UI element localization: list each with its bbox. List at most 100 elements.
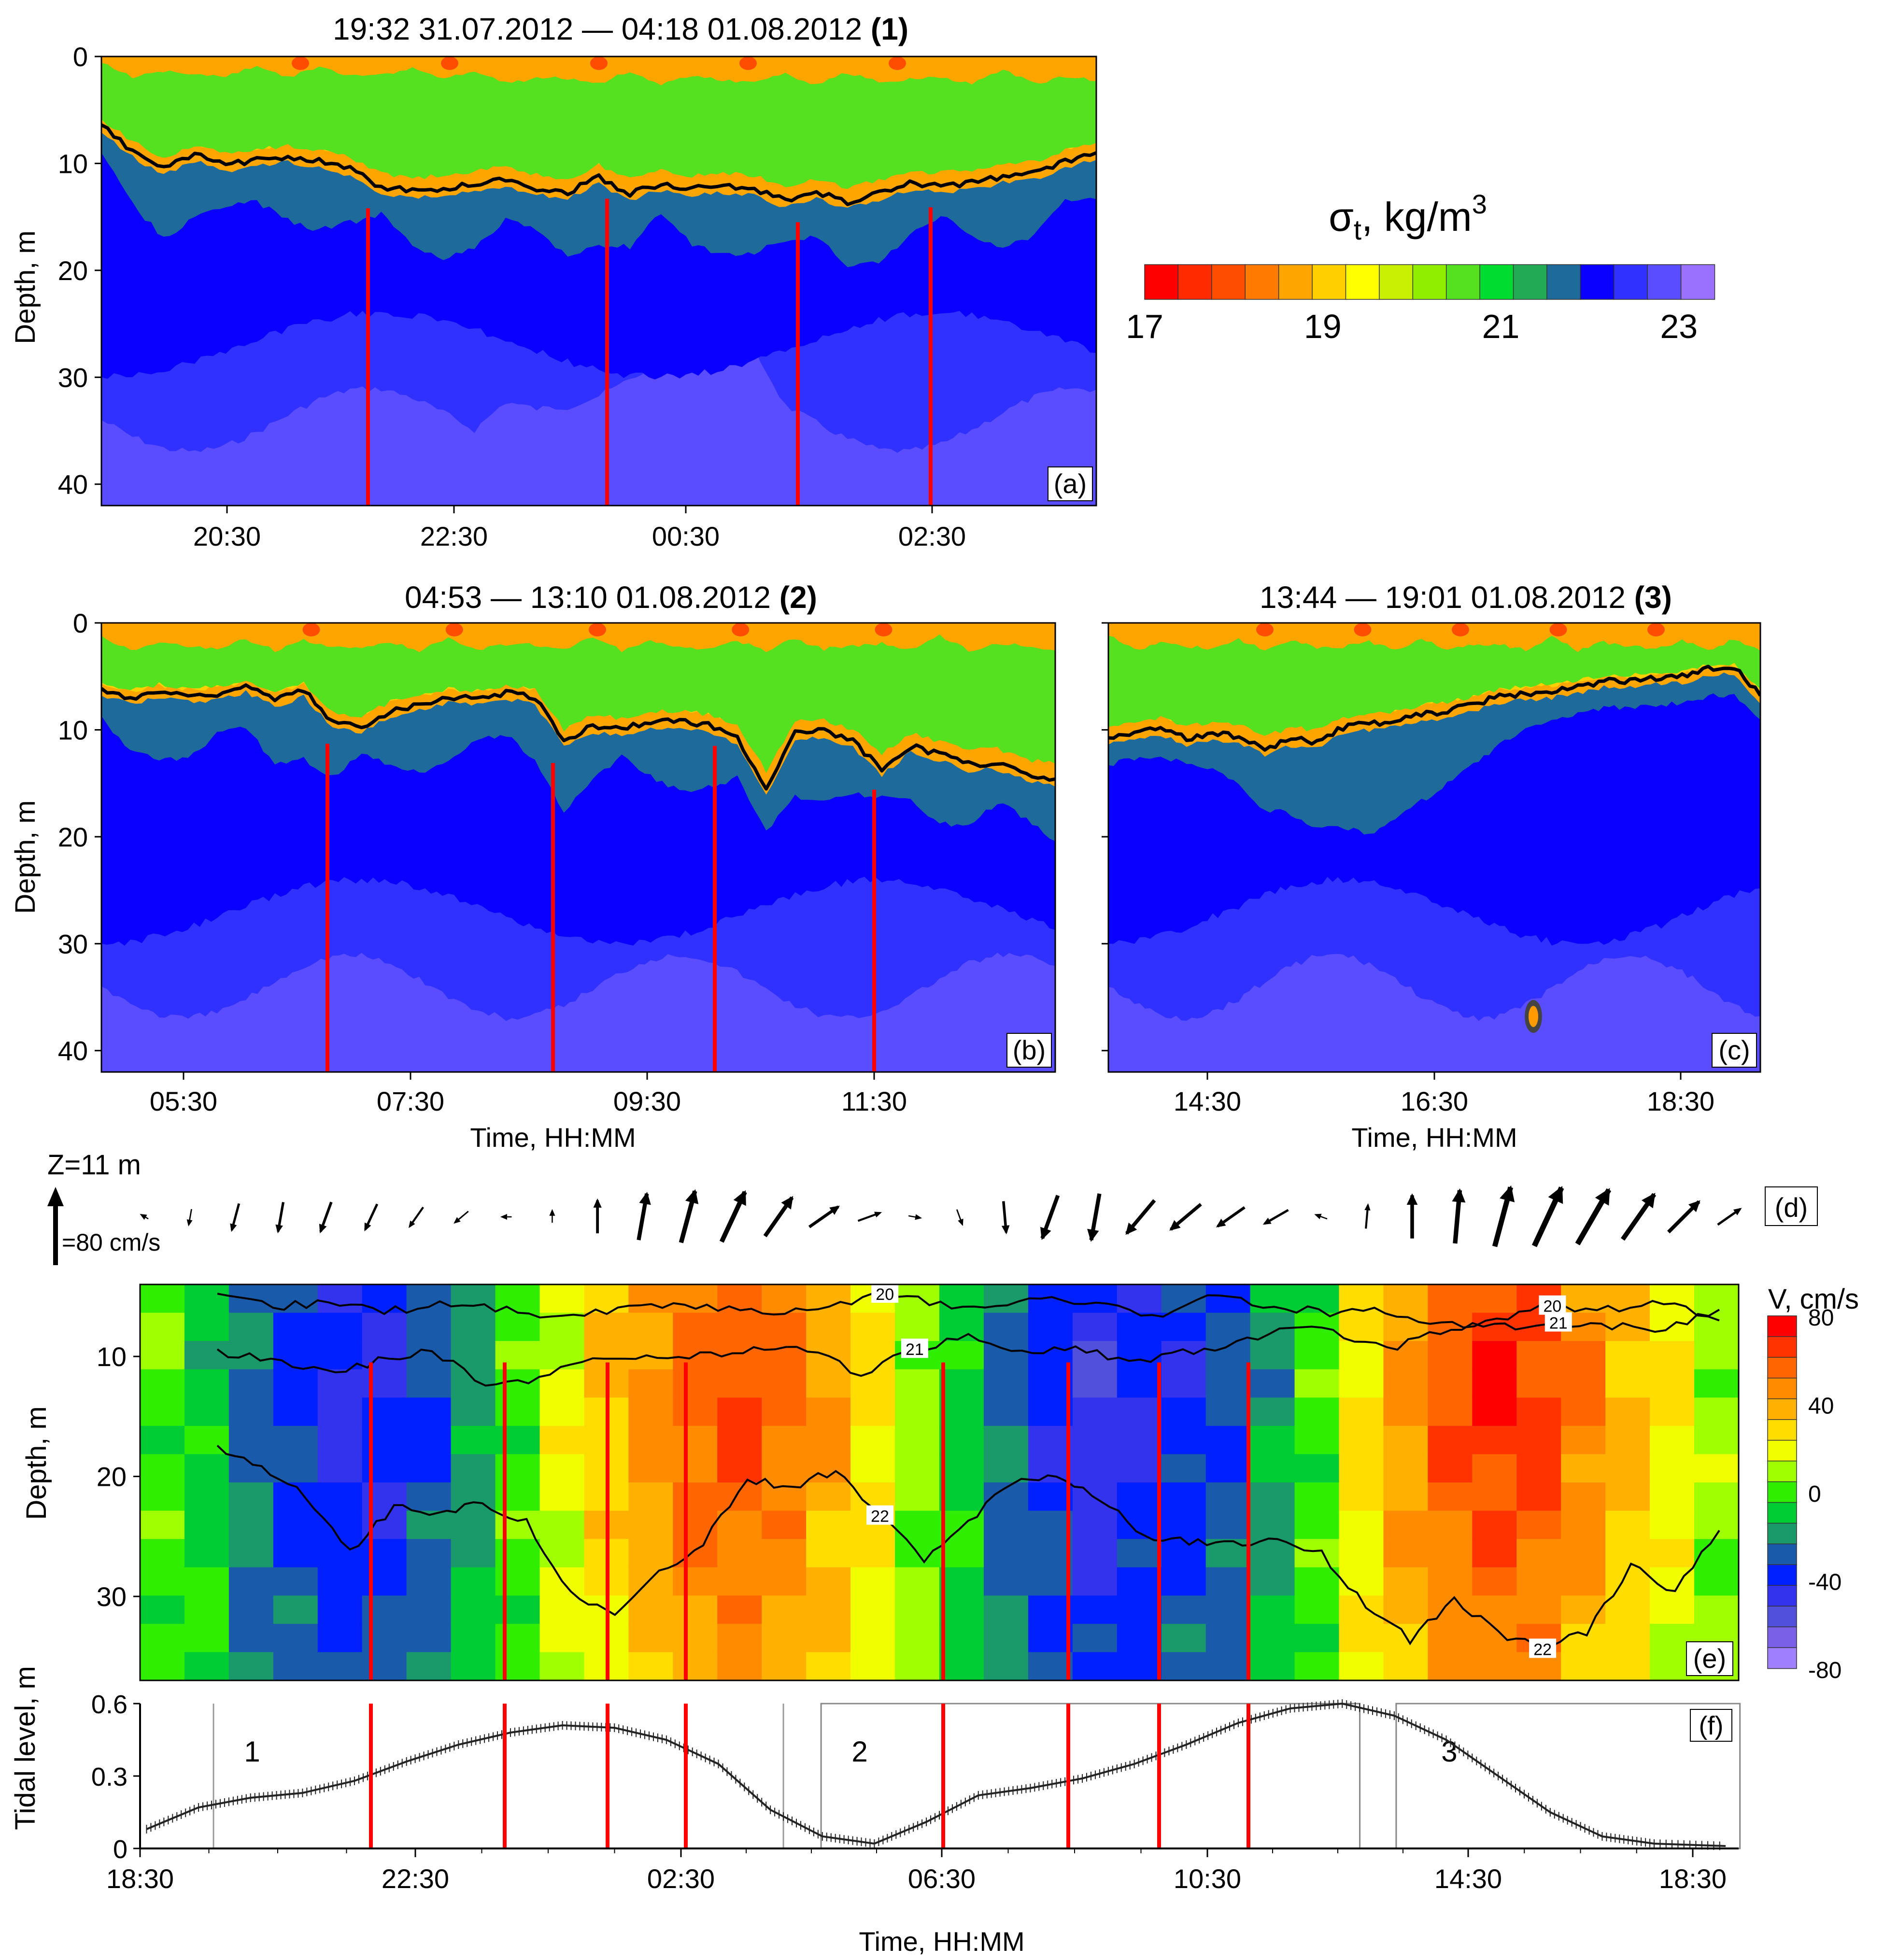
isopycnal-line (216, 1309, 1720, 1387)
x-tick-label: 06:30 (908, 1863, 976, 1894)
x-tick-label: 14:30 (1434, 1863, 1502, 1894)
velocity-cell (406, 1482, 452, 1511)
velocity-cell (1161, 1397, 1206, 1426)
velocity-cell (140, 1510, 185, 1540)
density-surface-spot (889, 56, 906, 70)
velocity-cell (1339, 1454, 1384, 1483)
velocity-cell (983, 1341, 1029, 1370)
tidal-level-line (146, 1702, 1726, 1847)
velocity-cell (273, 1312, 318, 1342)
velocity-cell (1383, 1539, 1429, 1568)
isopycnal-line (216, 1445, 1720, 1654)
panel-frame (139, 1283, 1740, 1681)
current-vector-head (364, 1222, 371, 1232)
velocity-cell (228, 1369, 274, 1398)
velocity-cell (983, 1652, 1029, 1680)
velocity-cell (1294, 1595, 1340, 1624)
velocity-cell (1605, 1369, 1651, 1398)
velocity-cell (628, 1567, 674, 1596)
pycnocline-line (1108, 664, 1760, 752)
velocity-cell (850, 1454, 896, 1483)
velocity-cell (451, 1341, 496, 1370)
velocity-cell (1383, 1482, 1429, 1511)
velocity-cell (673, 1425, 718, 1455)
velocity-cell (184, 1312, 229, 1342)
velocity-cell (1205, 1482, 1251, 1511)
velocity-cell (317, 1312, 363, 1342)
velocity-cell (1561, 1510, 1606, 1540)
panel-c-density: 13:44 — 19:01 01.08.2012 (3) Time, HH:MM… (1102, 580, 1761, 1153)
velocity-cell (1294, 1425, 1340, 1455)
current-vector-head (874, 1212, 882, 1218)
isopycnal-label: 21 (906, 1340, 924, 1359)
density-colorbar-swatch (1580, 264, 1615, 300)
velocity-cell (1428, 1341, 1473, 1370)
velocity-cell (539, 1425, 585, 1455)
velocity-cell (1205, 1425, 1251, 1455)
velocity-cell (451, 1567, 496, 1596)
x-tick-label: 18:30 (1647, 1086, 1714, 1116)
velocity-cell (1650, 1397, 1695, 1426)
y-tick-label: 10 (58, 148, 88, 179)
velocity-cell (1339, 1482, 1384, 1511)
velocity-cell (1028, 1397, 1073, 1426)
velocity-colorbar-swatch (1767, 1502, 1797, 1524)
velocity-colorbar-swatch (1767, 1647, 1797, 1669)
segment-label: 3 (1441, 1735, 1457, 1768)
velocity-cell (451, 1397, 496, 1426)
velocity-cell (1339, 1312, 1384, 1342)
x-tick-label: 10:30 (1174, 1863, 1241, 1894)
panel-b-xlabel: Time, HH:MM (470, 1122, 636, 1153)
velocity-cell (273, 1539, 318, 1568)
velocity-cell (140, 1369, 185, 1398)
velocity-cell (1250, 1397, 1295, 1426)
velocity-cell (362, 1482, 407, 1511)
velocity-cell (762, 1567, 807, 1596)
velocity-cell (1250, 1425, 1295, 1455)
density-colorbar-tick: 23 (1660, 308, 1698, 345)
velocity-cell (1117, 1284, 1162, 1313)
velocity-cell (1161, 1369, 1206, 1398)
current-vector-head (1087, 1228, 1099, 1242)
velocity-cell (1605, 1454, 1651, 1483)
segment-label: 2 (851, 1735, 867, 1768)
velocity-cell (1161, 1312, 1206, 1342)
panel-e-ylabel: Depth, m (21, 1406, 52, 1520)
velocity-cell (762, 1425, 807, 1455)
density-colorbar-tick: 19 (1304, 308, 1342, 345)
velocity-cell (1072, 1595, 1118, 1624)
current-vector-head (186, 1219, 193, 1227)
velocity-cell (228, 1567, 274, 1596)
velocity-colorbar-swatch (1767, 1419, 1797, 1441)
isopycnal-label-bg (901, 1339, 928, 1358)
velocity-cell (1339, 1623, 1384, 1653)
velocity-cell (495, 1312, 540, 1342)
velocity-cell (895, 1369, 940, 1398)
density-surface-spot (1256, 623, 1274, 636)
velocity-cell (1339, 1567, 1384, 1596)
velocity-cell (495, 1454, 540, 1483)
current-vector-head (453, 1217, 461, 1224)
velocity-cell (1205, 1369, 1251, 1398)
panel-e-velocity: Depth, m V, cm/s 202021212222102030(e)80… (21, 1283, 1859, 1683)
velocity-cell (1028, 1369, 1073, 1398)
velocity-cell (1339, 1397, 1384, 1426)
panel-label: (e) (1693, 1643, 1726, 1674)
velocity-cell (1250, 1595, 1295, 1624)
velocity-cell (184, 1539, 229, 1568)
velocity-cell (939, 1567, 984, 1596)
velocity-cell (1472, 1539, 1517, 1568)
velocity-cell (850, 1312, 896, 1342)
velocity-cell (939, 1482, 984, 1511)
velocity-cell (1561, 1454, 1606, 1483)
velocity-cell (1117, 1539, 1162, 1568)
current-vector-head (1216, 1218, 1226, 1227)
velocity-cell (895, 1623, 940, 1653)
density-colorbar-swatch (1144, 264, 1179, 300)
velocity-cell (939, 1539, 984, 1568)
velocity-cell (1028, 1454, 1073, 1483)
panel-label-box (1690, 1709, 1732, 1742)
velocity-cell (1428, 1623, 1473, 1653)
velocity-cell (806, 1312, 851, 1342)
